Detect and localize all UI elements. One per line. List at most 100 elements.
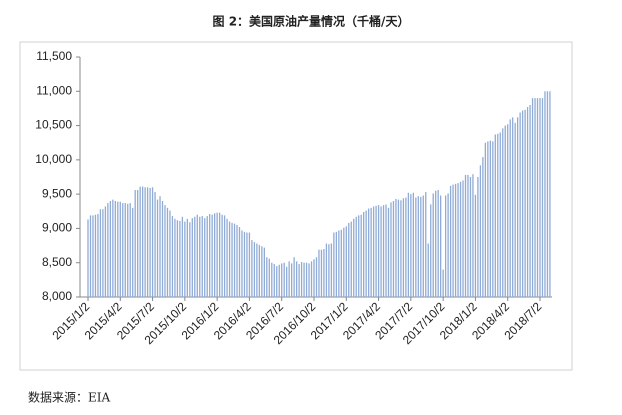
bar — [286, 266, 288, 297]
bar — [509, 119, 511, 298]
bar — [300, 262, 303, 297]
bar — [516, 117, 519, 297]
bar — [256, 243, 258, 297]
bar — [211, 214, 213, 297]
bar — [238, 227, 241, 297]
bar — [154, 192, 156, 297]
bar — [400, 200, 402, 297]
bar — [253, 242, 256, 297]
bar — [164, 205, 166, 297]
bar — [271, 262, 273, 297]
bar — [444, 195, 447, 297]
bar — [231, 222, 233, 297]
bar — [425, 192, 427, 297]
bar — [141, 186, 144, 297]
bar — [122, 203, 124, 297]
source-note: 数据来源：EIA — [28, 390, 111, 405]
bar — [92, 215, 94, 297]
bar — [159, 196, 161, 297]
bar — [129, 203, 131, 297]
bar — [276, 266, 278, 297]
bar — [363, 211, 365, 297]
bar — [298, 264, 300, 297]
bar — [288, 261, 290, 297]
bar — [171, 216, 174, 297]
bar — [415, 197, 417, 297]
bar — [281, 263, 283, 297]
bar — [497, 133, 499, 297]
bar — [330, 243, 333, 297]
bar — [492, 141, 494, 297]
bar — [544, 91, 546, 298]
bar — [385, 204, 387, 297]
bar — [353, 218, 355, 297]
bar — [504, 125, 506, 297]
bar — [127, 203, 129, 297]
bar — [315, 257, 318, 297]
bar — [422, 195, 424, 297]
bar — [355, 216, 357, 297]
bar — [402, 198, 405, 297]
bar — [328, 244, 330, 297]
bar — [397, 199, 400, 297]
bar — [392, 201, 395, 297]
bar — [338, 230, 340, 297]
bar — [405, 197, 407, 297]
bar — [196, 214, 198, 297]
bar — [467, 174, 469, 297]
bar — [546, 91, 549, 298]
bar — [370, 207, 372, 297]
bar — [335, 231, 338, 297]
chart-frame — [19, 41, 573, 371]
bar — [251, 240, 253, 297]
bar — [134, 190, 136, 297]
bar — [161, 201, 164, 297]
bar — [375, 205, 377, 297]
bar — [223, 215, 226, 297]
bar — [137, 190, 139, 297]
bar — [179, 220, 181, 297]
bar — [199, 216, 201, 297]
bar — [228, 221, 231, 297]
bar — [194, 216, 196, 297]
bar — [261, 246, 263, 297]
bar — [246, 232, 248, 297]
bar — [417, 196, 419, 297]
bar — [204, 218, 206, 297]
bar — [407, 192, 410, 297]
bar — [290, 263, 293, 297]
y-tick-label: 10,000 — [35, 152, 72, 166]
bar — [474, 194, 477, 297]
bar — [241, 230, 243, 297]
y-tick-label: 9,000 — [42, 221, 72, 235]
y-tick-label: 11,500 — [36, 49, 72, 63]
bar — [449, 185, 452, 297]
bar — [479, 165, 482, 297]
bar — [469, 177, 472, 297]
bar — [243, 231, 246, 297]
bar — [323, 249, 325, 297]
bar — [308, 263, 310, 297]
bar — [539, 98, 541, 298]
bar — [454, 183, 457, 297]
bar — [166, 207, 169, 297]
bar — [124, 203, 126, 297]
bar — [283, 262, 285, 297]
bar — [109, 201, 112, 297]
bar — [440, 195, 442, 297]
bar — [519, 112, 521, 298]
bar — [457, 183, 459, 297]
bar — [452, 184, 454, 297]
bar — [380, 206, 382, 297]
chart-title: 图 2：美国原油产量情况（千桶/天） — [213, 14, 410, 29]
bar — [151, 187, 154, 297]
bar — [191, 218, 193, 297]
bar — [477, 177, 479, 297]
bar — [221, 214, 223, 297]
bar — [412, 192, 414, 297]
bar — [305, 262, 308, 297]
bar — [512, 117, 514, 297]
bar — [387, 207, 390, 297]
bar — [459, 181, 462, 297]
